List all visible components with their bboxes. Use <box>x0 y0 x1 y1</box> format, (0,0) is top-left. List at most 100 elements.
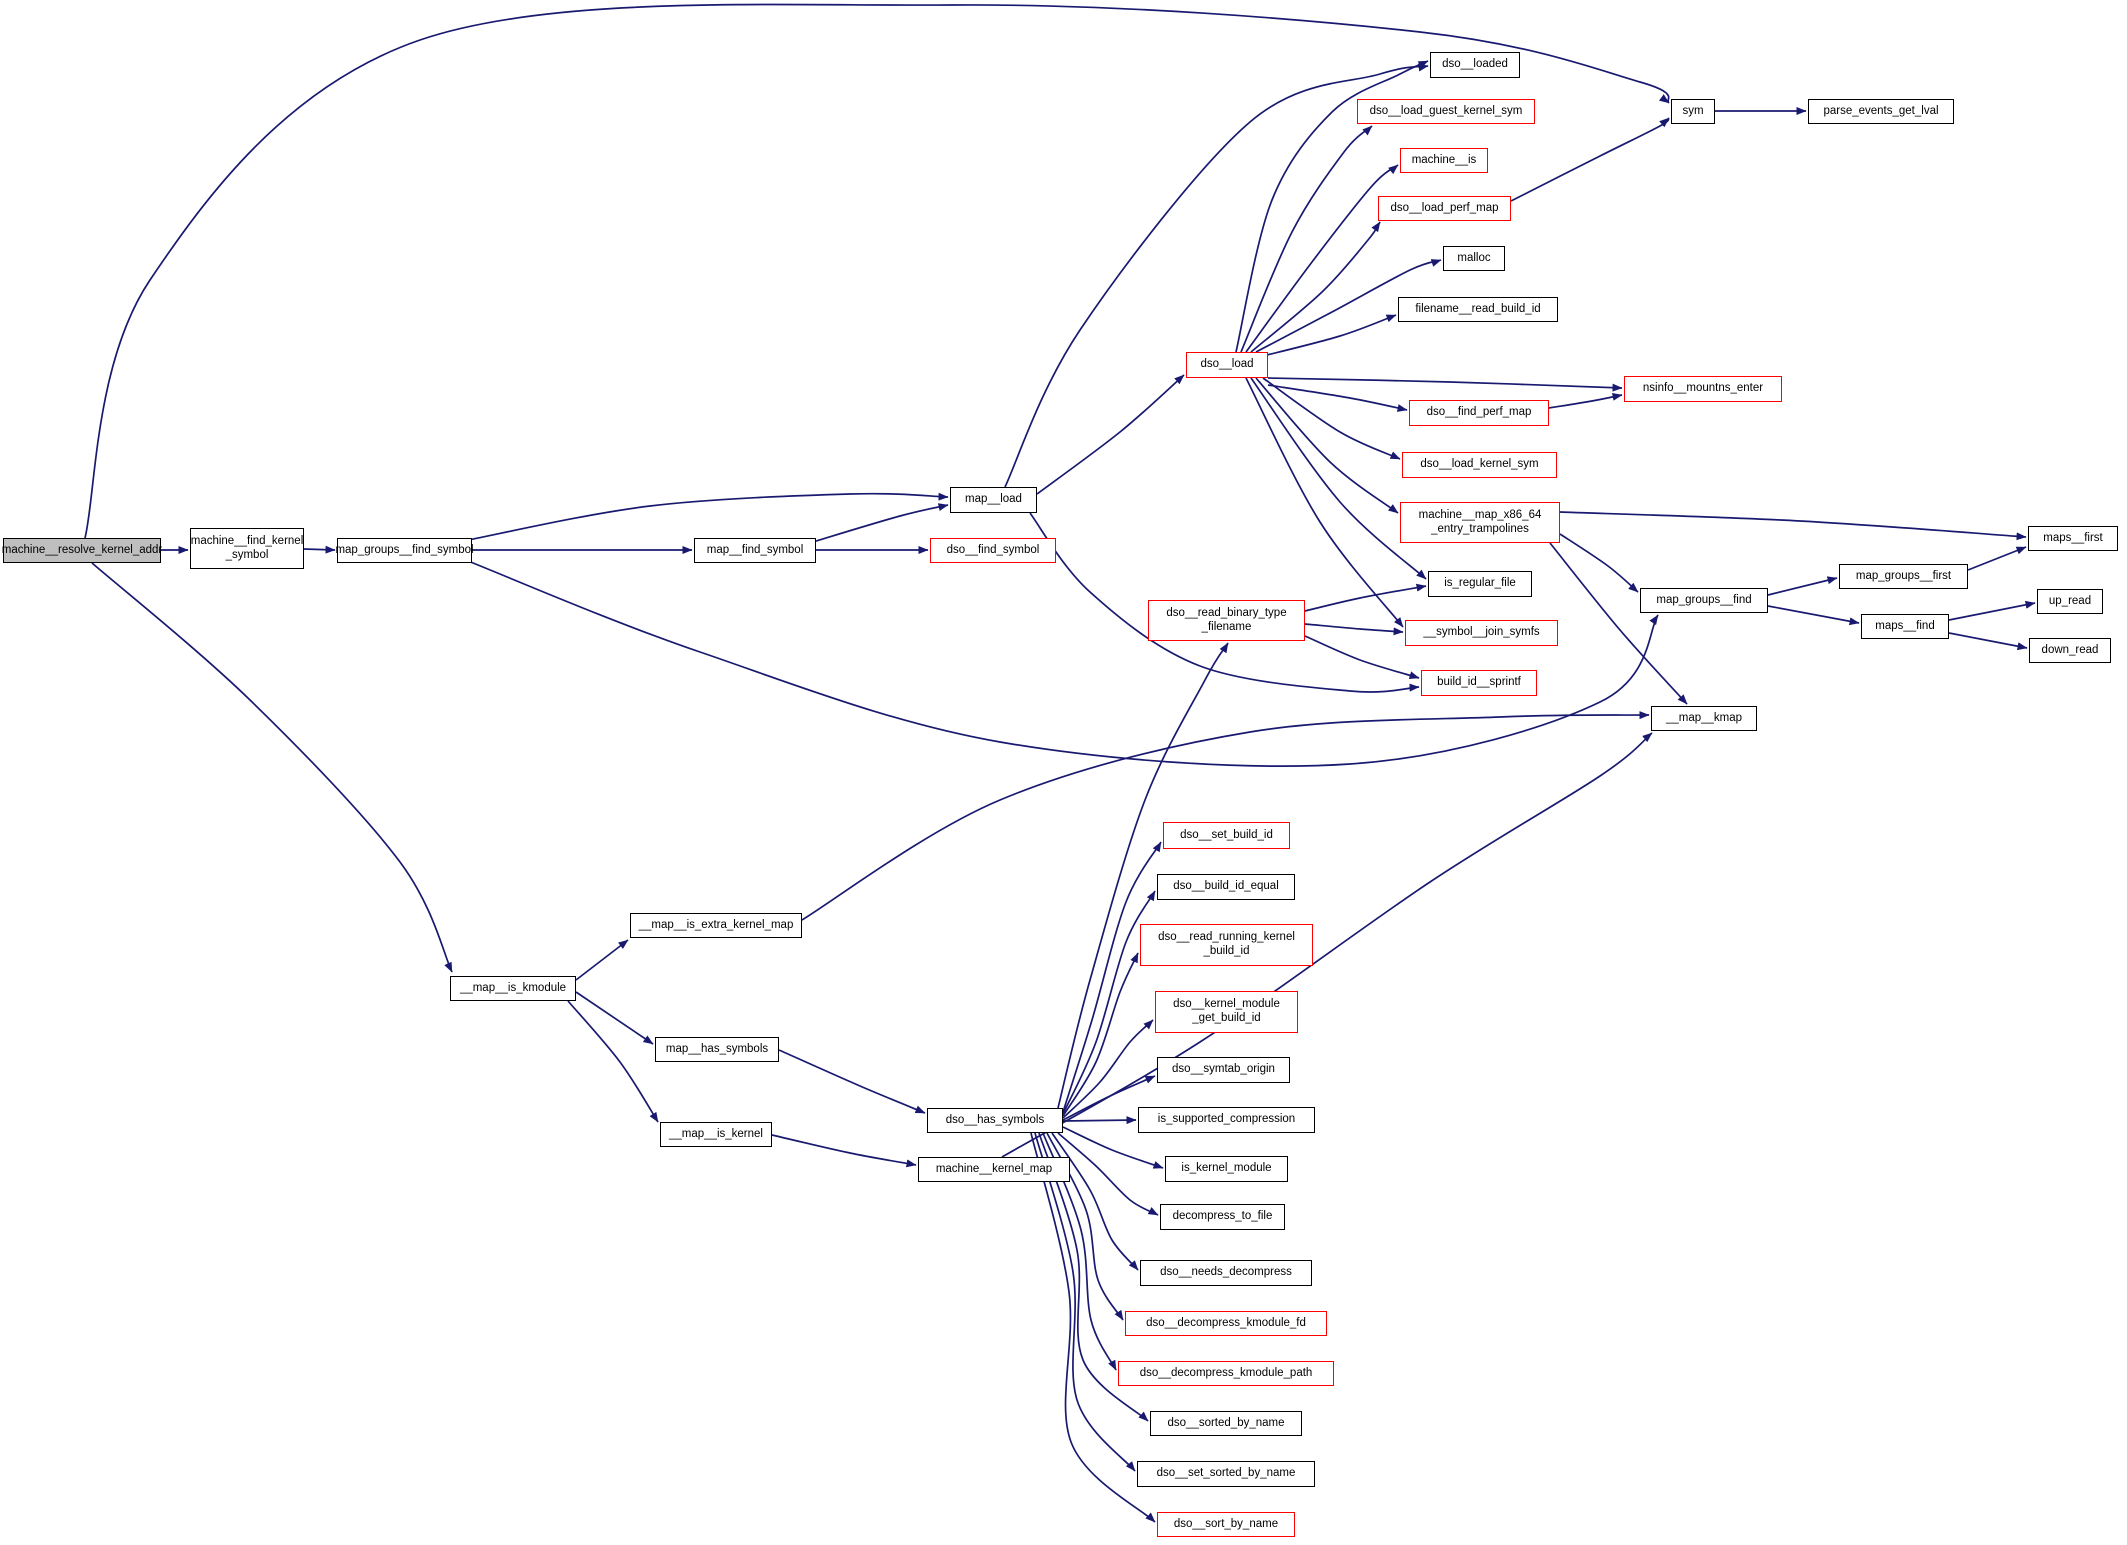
node-dso__set_build_id[interactable]: dso__set_build_id <box>1163 822 1290 849</box>
node-dso__read_binary_type__filename[interactable]: dso__read_binary_type _filename <box>1148 600 1305 641</box>
edge-dso__has_symbols-is_supported_compression <box>1062 1116 1137 1125</box>
node-dso__set_sorted_by_name[interactable]: dso__set_sorted_by_name <box>1137 1461 1315 1487</box>
edge-map__load-dso__loaded <box>1004 63 1429 488</box>
node-parse_events_get_lval[interactable]: parse_events_get_lval <box>1808 99 1954 124</box>
node-label: filename__read_build_id <box>1415 302 1541 315</box>
edge-map__find_symbol-map__load <box>815 503 949 542</box>
node-machine__find_kernel_symbol[interactable]: machine__find_kernel _symbol <box>190 528 304 569</box>
node-dso__needs_decompress[interactable]: dso__needs_decompress <box>1140 1260 1312 1286</box>
edge-dso__load-filename__read_build_id <box>1262 314 1397 357</box>
edge-map__has_symbols-dso__has_symbols <box>778 1049 926 1114</box>
node-label: dso__decompress_kmodule_fd <box>1146 1316 1306 1329</box>
node-map__find_symbol[interactable]: map__find_symbol <box>694 538 816 563</box>
node-dso__load[interactable]: dso__load <box>1186 352 1268 378</box>
node-map_groups__first[interactable]: map_groups__first <box>1839 564 1968 589</box>
node-label: __symbol__join_symfs <box>1423 626 1540 639</box>
node-__map__is_kernel[interactable]: __map__is_kernel <box>660 1122 772 1147</box>
node-label: dso__set_build_id <box>1180 828 1273 841</box>
node-dso__read_running_kernel_build_id[interactable]: dso__read_running_kernel _build_id <box>1140 924 1313 966</box>
edge-map_groups__first-maps__first <box>1967 546 2027 571</box>
edge-machine__map_x86_64_entry_trampolines-__map__kmap <box>1549 542 1688 705</box>
node-label: map__find_symbol <box>706 543 804 556</box>
node-label: nsinfo__mountns_enter <box>1642 382 1764 395</box>
edge-maps__find-up_read <box>1948 600 2036 621</box>
node-map_groups__find[interactable]: map_groups__find <box>1640 588 1768 613</box>
node-label: map_groups__first <box>1855 569 1952 582</box>
node-label: __map__kmap <box>1665 711 1743 724</box>
node-machine__kernel_map[interactable]: machine__kernel_map <box>918 1157 1070 1182</box>
node-label: dso__has_symbols <box>945 1113 1045 1126</box>
node-dso__load_kernel_sym[interactable]: dso__load_kernel_sym <box>1402 452 1557 478</box>
node-label: maps__first <box>2043 531 2103 544</box>
node-label: dso__build_id_equal <box>1173 880 1279 893</box>
node-dso__decompress_kmodule_fd[interactable]: dso__decompress_kmodule_fd <box>1125 1311 1327 1336</box>
edge-machine__map_x86_64_entry_trampolines-maps__first <box>1559 511 2027 541</box>
edge-dso__load-machine__is <box>1245 164 1399 353</box>
node-dso__find_perf_map[interactable]: dso__find_perf_map <box>1409 400 1549 426</box>
node-is_regular_file[interactable]: is_regular_file <box>1428 571 1532 597</box>
node-down_read[interactable]: down_read <box>2029 638 2111 663</box>
node-dso__build_id_equal[interactable]: dso__build_id_equal <box>1157 874 1295 900</box>
node-label: dso__load_guest_kernel_sym <box>1369 104 1523 117</box>
node-dso__load_perf_map[interactable]: dso__load_perf_map <box>1378 196 1511 221</box>
edge-dso__load-dso__load_guest_kernel_sym <box>1240 125 1373 353</box>
node-label: is_supported_compression <box>1157 1113 1296 1126</box>
node-__map__is_extra_kernel_map[interactable]: __map__is_extra_kernel_map <box>630 913 802 938</box>
edge-map_groups__find-map_groups__first <box>1767 576 1838 596</box>
node-map_groups__find_symbol[interactable]: map_groups__find_symbol <box>335 538 474 563</box>
edge-__map__is_kmodule-__map__is_kernel <box>567 1000 659 1123</box>
node-maps__find[interactable]: maps__find <box>1861 614 1949 639</box>
node-map__has_symbols[interactable]: map__has_symbols <box>655 1037 779 1062</box>
node-label: dso__sort_by_name <box>1173 1517 1279 1530</box>
edge-dso__find_perf_map-nsinfo__mountns_enter <box>1548 392 1623 409</box>
node-__map__kmap[interactable]: __map__kmap <box>1651 706 1757 731</box>
node-label: dso__load_perf_map <box>1390 201 1499 214</box>
edge-machine__map_x86_64_entry_trampolines-map_groups__find <box>1559 533 1639 593</box>
node-label: map_groups__find <box>1656 593 1752 606</box>
node-machine__is[interactable]: machine__is <box>1400 148 1488 173</box>
node-dso__sort_by_name[interactable]: dso__sort_by_name <box>1157 1512 1295 1537</box>
node-__symbol__join_symfs[interactable]: __symbol__join_symfs <box>1405 620 1558 646</box>
edge-dso__has_symbols-dso__needs_decompress <box>1051 1132 1139 1271</box>
node-up_read[interactable]: up_read <box>2037 589 2103 614</box>
node-filename__read_build_id[interactable]: filename__read_build_id <box>1398 297 1558 322</box>
node-maps__first[interactable]: maps__first <box>2028 526 2118 551</box>
node-is_supported_compression[interactable]: is_supported_compression <box>1138 1107 1315 1133</box>
edge-maps__find-down_read <box>1948 632 2028 651</box>
node-dso__loaded[interactable]: dso__loaded <box>1430 52 1520 78</box>
node-__map__is_kmodule[interactable]: __map__is_kmodule <box>450 976 576 1001</box>
edge-dso__has_symbols-dso__build_id_equal <box>1062 890 1156 1115</box>
node-dso__kernel_module_get_build_id[interactable]: dso__kernel_module _get_build_id <box>1155 991 1298 1033</box>
edge-dso__has_symbols-dso__set_build_id <box>1062 841 1162 1113</box>
node-label: dso__decompress_kmodule_path <box>1139 1366 1313 1379</box>
node-dso__decompress_kmodule_path[interactable]: dso__decompress_kmodule_path <box>1118 1361 1334 1386</box>
node-dso__find_symbol[interactable]: dso__find_symbol <box>930 538 1056 563</box>
node-label: machine__resolve_kernel_addr <box>1 543 163 556</box>
edge-dso__load_perf_map-sym <box>1510 117 1670 202</box>
edge-dso__has_symbols-decompress_to_file <box>1057 1132 1159 1216</box>
edge-dso__has_symbols-is_kernel_module <box>1062 1126 1164 1169</box>
edge-dso__load-machine__map_x86_64_entry_trampolines <box>1255 377 1399 514</box>
node-sym[interactable]: sym <box>1671 99 1715 124</box>
node-nsinfo__mountns_enter[interactable]: nsinfo__mountns_enter <box>1624 376 1782 402</box>
node-label: dso__set_sorted_by_name <box>1156 1467 1296 1480</box>
node-malloc[interactable]: malloc <box>1443 246 1505 271</box>
node-dso__symtab_origin[interactable]: dso__symtab_origin <box>1157 1057 1290 1083</box>
node-map__load[interactable]: map__load <box>950 487 1037 513</box>
node-label: dso__find_symbol <box>946 543 1040 556</box>
node-label: is_regular_file <box>1444 577 1516 590</box>
node-machine__map_x86_64_entry_trampolines[interactable]: machine__map_x86_64 _entry_trampolines <box>1400 502 1560 543</box>
node-is_kernel_module[interactable]: is_kernel_module <box>1165 1156 1288 1182</box>
node-dso__has_symbols[interactable]: dso__has_symbols <box>927 1108 1063 1133</box>
node-decompress_to_file[interactable]: decompress_to_file <box>1160 1204 1285 1230</box>
node-label: sym <box>1682 104 1704 117</box>
node-label: malloc <box>1457 251 1491 264</box>
edge-dso__load-dso__loaded <box>1235 60 1429 353</box>
node-label: parse_events_get_lval <box>1823 104 1939 117</box>
node-dso__load_guest_kernel_sym[interactable]: dso__load_guest_kernel_sym <box>1357 99 1535 124</box>
node-label: dso__symtab_origin <box>1172 1063 1275 1076</box>
node-dso__sorted_by_name[interactable]: dso__sorted_by_name <box>1150 1411 1302 1436</box>
node-label: down_read <box>2041 643 2099 656</box>
node-build_id__sprintf[interactable]: build_id__sprintf <box>1421 670 1537 696</box>
